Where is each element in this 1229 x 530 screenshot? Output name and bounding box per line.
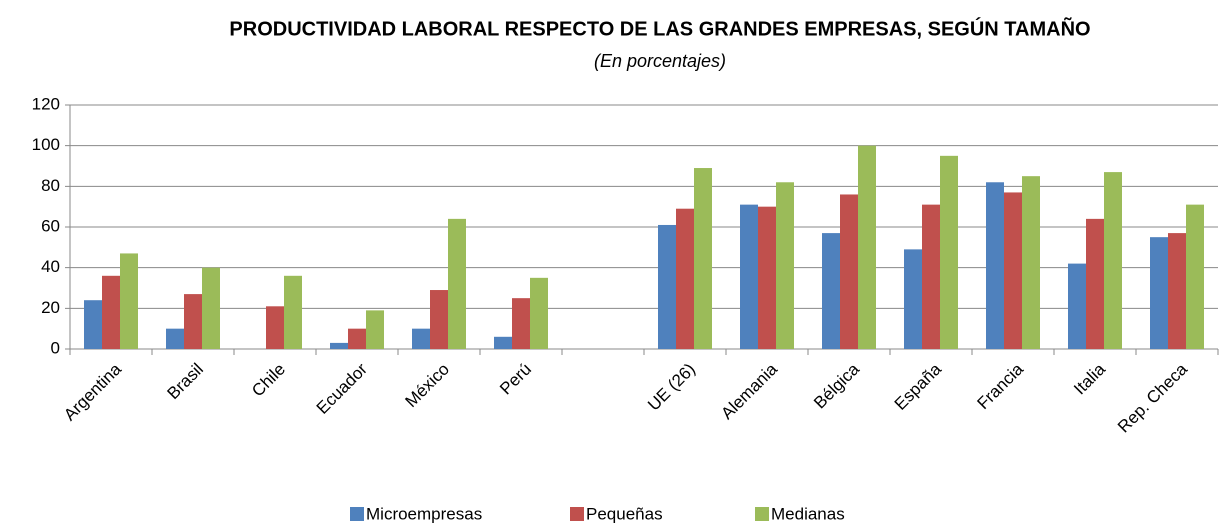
bar bbox=[822, 233, 840, 349]
bar bbox=[758, 206, 776, 349]
y-tick-label: 40 bbox=[41, 257, 60, 276]
bar bbox=[740, 204, 758, 349]
bar bbox=[1068, 263, 1086, 349]
bar bbox=[658, 224, 676, 349]
bar bbox=[512, 298, 530, 349]
x-tick-label: Argentina bbox=[60, 359, 125, 424]
bar bbox=[284, 275, 302, 349]
bar bbox=[184, 294, 202, 349]
bar bbox=[1022, 176, 1040, 349]
x-tick-label: Francia bbox=[973, 359, 1027, 413]
bar bbox=[940, 155, 958, 349]
bar bbox=[1004, 192, 1022, 349]
y-tick-label: 20 bbox=[41, 298, 60, 317]
bar bbox=[776, 182, 794, 349]
bar bbox=[430, 290, 448, 349]
x-tick-label: México bbox=[401, 360, 453, 412]
x-tick-label: Alemania bbox=[717, 359, 781, 423]
chart-title: PRODUCTIVIDAD LABORAL RESPECTO DE LAS GR… bbox=[229, 16, 1090, 40]
bar bbox=[1104, 172, 1122, 349]
x-tick-label: Italia bbox=[1070, 359, 1109, 398]
bar bbox=[1150, 237, 1168, 349]
bar bbox=[266, 306, 284, 349]
bar bbox=[120, 253, 138, 349]
bar bbox=[922, 204, 940, 349]
chart-subtitle: (En porcentajes) bbox=[594, 51, 726, 71]
bar bbox=[530, 277, 548, 349]
bar bbox=[858, 145, 876, 349]
legend-label: Pequeñas bbox=[586, 504, 663, 523]
x-tick-label: UE (26) bbox=[644, 360, 699, 415]
y-tick-label: 0 bbox=[51, 338, 60, 357]
legend-label: Medianas bbox=[771, 504, 845, 523]
bar bbox=[366, 310, 384, 349]
bar bbox=[330, 342, 348, 349]
legend-swatch bbox=[755, 507, 769, 521]
bar bbox=[1186, 204, 1204, 349]
bar bbox=[84, 300, 102, 349]
x-tick-label: España bbox=[891, 359, 946, 414]
bar bbox=[1168, 233, 1186, 349]
legend-swatch bbox=[570, 507, 584, 521]
bar bbox=[694, 168, 712, 349]
bar bbox=[904, 249, 922, 349]
bar bbox=[166, 328, 184, 349]
x-tick-label: Brasil bbox=[164, 360, 207, 403]
x-tick-label: Bélgica bbox=[810, 359, 863, 412]
y-tick-label: 100 bbox=[32, 135, 60, 154]
y-tick-label: 80 bbox=[41, 176, 60, 195]
y-tick-label: 120 bbox=[32, 94, 60, 113]
bar bbox=[412, 328, 430, 349]
y-tick-label: 60 bbox=[41, 216, 60, 235]
bar bbox=[676, 208, 694, 349]
bar bbox=[494, 336, 512, 349]
x-tick-label: Ecuador bbox=[313, 359, 371, 417]
legend-swatch bbox=[350, 507, 364, 521]
x-tick-label: Chile bbox=[248, 360, 289, 401]
legend-label: Microempresas bbox=[366, 504, 482, 523]
bar bbox=[1086, 218, 1104, 349]
bar bbox=[102, 275, 120, 349]
x-tick-label: Rep. Checa bbox=[1114, 359, 1191, 436]
bar bbox=[202, 267, 220, 349]
bar bbox=[448, 218, 466, 349]
bar bbox=[348, 328, 366, 349]
x-tick-label: Perú bbox=[496, 360, 535, 399]
bar bbox=[840, 194, 858, 349]
bar bbox=[986, 182, 1004, 349]
